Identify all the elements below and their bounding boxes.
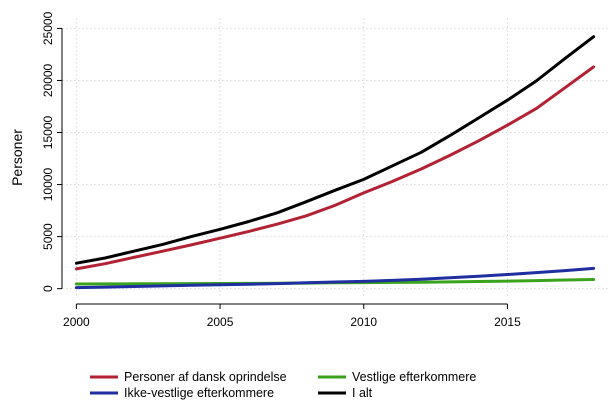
series-line [74,65,596,271]
y-tick-label: 25000 [41,11,55,45]
x-tick-label: 2000 [63,315,90,329]
x-tick-label: 2005 [207,315,234,329]
legend-item: I alt [318,386,373,400]
legend-item: Vestlige efterkommere [318,370,476,384]
y-tick-label: 20000 [41,63,55,97]
y-axis-title: Personer [9,129,25,186]
series-lines [74,35,596,290]
legend-item: Personer af dansk oprindelse [90,370,287,384]
y-tick-label: 5000 [41,223,55,250]
grid [62,18,608,297]
y-tick-label: 15000 [41,116,55,150]
legend-label: Ikke-vestlige efterkommere [124,386,274,400]
legend-label: Vestlige efterkommere [352,370,476,384]
y-tick-labels: 0 5000 10000 15000 20000 25000 [41,11,55,292]
series-line [74,35,596,265]
legend-label: I alt [352,386,373,400]
series-line [74,266,596,290]
x-tick-label: 2015 [494,315,521,329]
x-tick-labels: 2000 2005 2010 2015 [63,315,521,329]
y-tick-label: 0 [41,285,55,292]
y-tick-label: 10000 [41,168,55,202]
legend: Personer af dansk oprindelse Vestlige eft… [90,370,476,400]
legend-label: Personer af dansk oprindelse [124,370,287,384]
axes [57,27,508,309]
legend-item: Ikke-vestlige efterkommere [90,386,274,400]
x-tick-label: 2010 [350,315,377,329]
